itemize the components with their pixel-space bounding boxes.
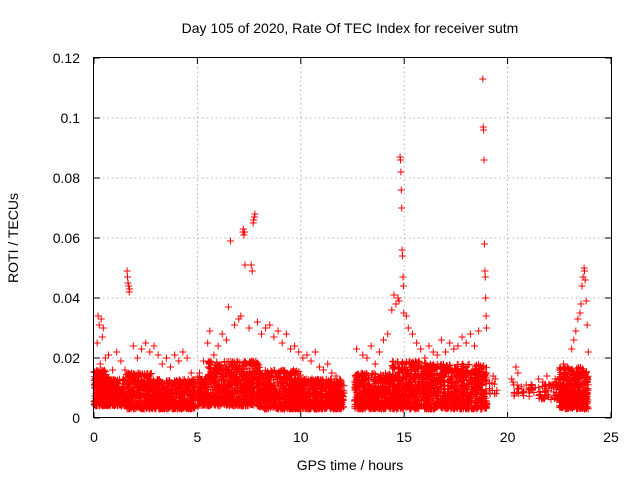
data-point-marker	[138, 380, 146, 388]
data-point-marker	[138, 403, 146, 411]
data-point-marker	[124, 369, 132, 377]
data-point-marker	[116, 389, 124, 397]
data-point-marker	[115, 386, 123, 394]
gridlines	[94, 58, 611, 418]
data-point-marker	[123, 398, 131, 406]
data-point-marker	[134, 371, 142, 379]
data-point-marker	[90, 368, 98, 376]
data-point-marker	[106, 376, 114, 384]
data-point-marker	[110, 389, 118, 397]
data-point-marker	[135, 401, 143, 409]
data-point-marker	[115, 401, 123, 409]
data-point-marker	[119, 377, 127, 385]
data-point-marker	[109, 395, 117, 403]
data-point-marker	[188, 388, 196, 396]
data-point-marker	[535, 384, 543, 392]
data-point-marker	[125, 380, 133, 388]
data-point-marker	[168, 389, 176, 397]
data-point-marker	[104, 402, 112, 410]
data-point-marker	[97, 382, 105, 390]
data-point-marker	[96, 396, 104, 404]
chart-title: Day 105 of 2020, Rate Of TEC Index for r…	[182, 20, 519, 36]
data-point-marker	[124, 376, 132, 384]
data-point-marker	[131, 376, 139, 384]
data-point-marker	[131, 390, 138, 398]
data-point-marker	[124, 402, 132, 410]
data-point-marker	[525, 392, 533, 400]
data-point-marker	[131, 402, 138, 410]
data-point-marker	[109, 388, 117, 396]
data-point-marker	[123, 389, 131, 397]
data-point-marker	[509, 378, 517, 386]
data-point-marker	[144, 379, 152, 387]
data-point-marker	[146, 371, 154, 379]
data-point-marker	[143, 388, 151, 395]
data-point-marker	[108, 383, 116, 391]
data-point-marker	[144, 390, 152, 398]
data-point-marker	[137, 386, 145, 394]
data-point-marker	[90, 376, 98, 384]
data-point-marker	[91, 383, 99, 391]
data-point-marker	[96, 372, 104, 380]
data-point-marker	[101, 366, 109, 374]
data-point-marker	[134, 380, 142, 387]
data-point-marker	[142, 404, 150, 412]
data-points	[90, 75, 592, 413]
data-point-marker	[116, 375, 123, 383]
data-point-marker	[129, 377, 137, 385]
